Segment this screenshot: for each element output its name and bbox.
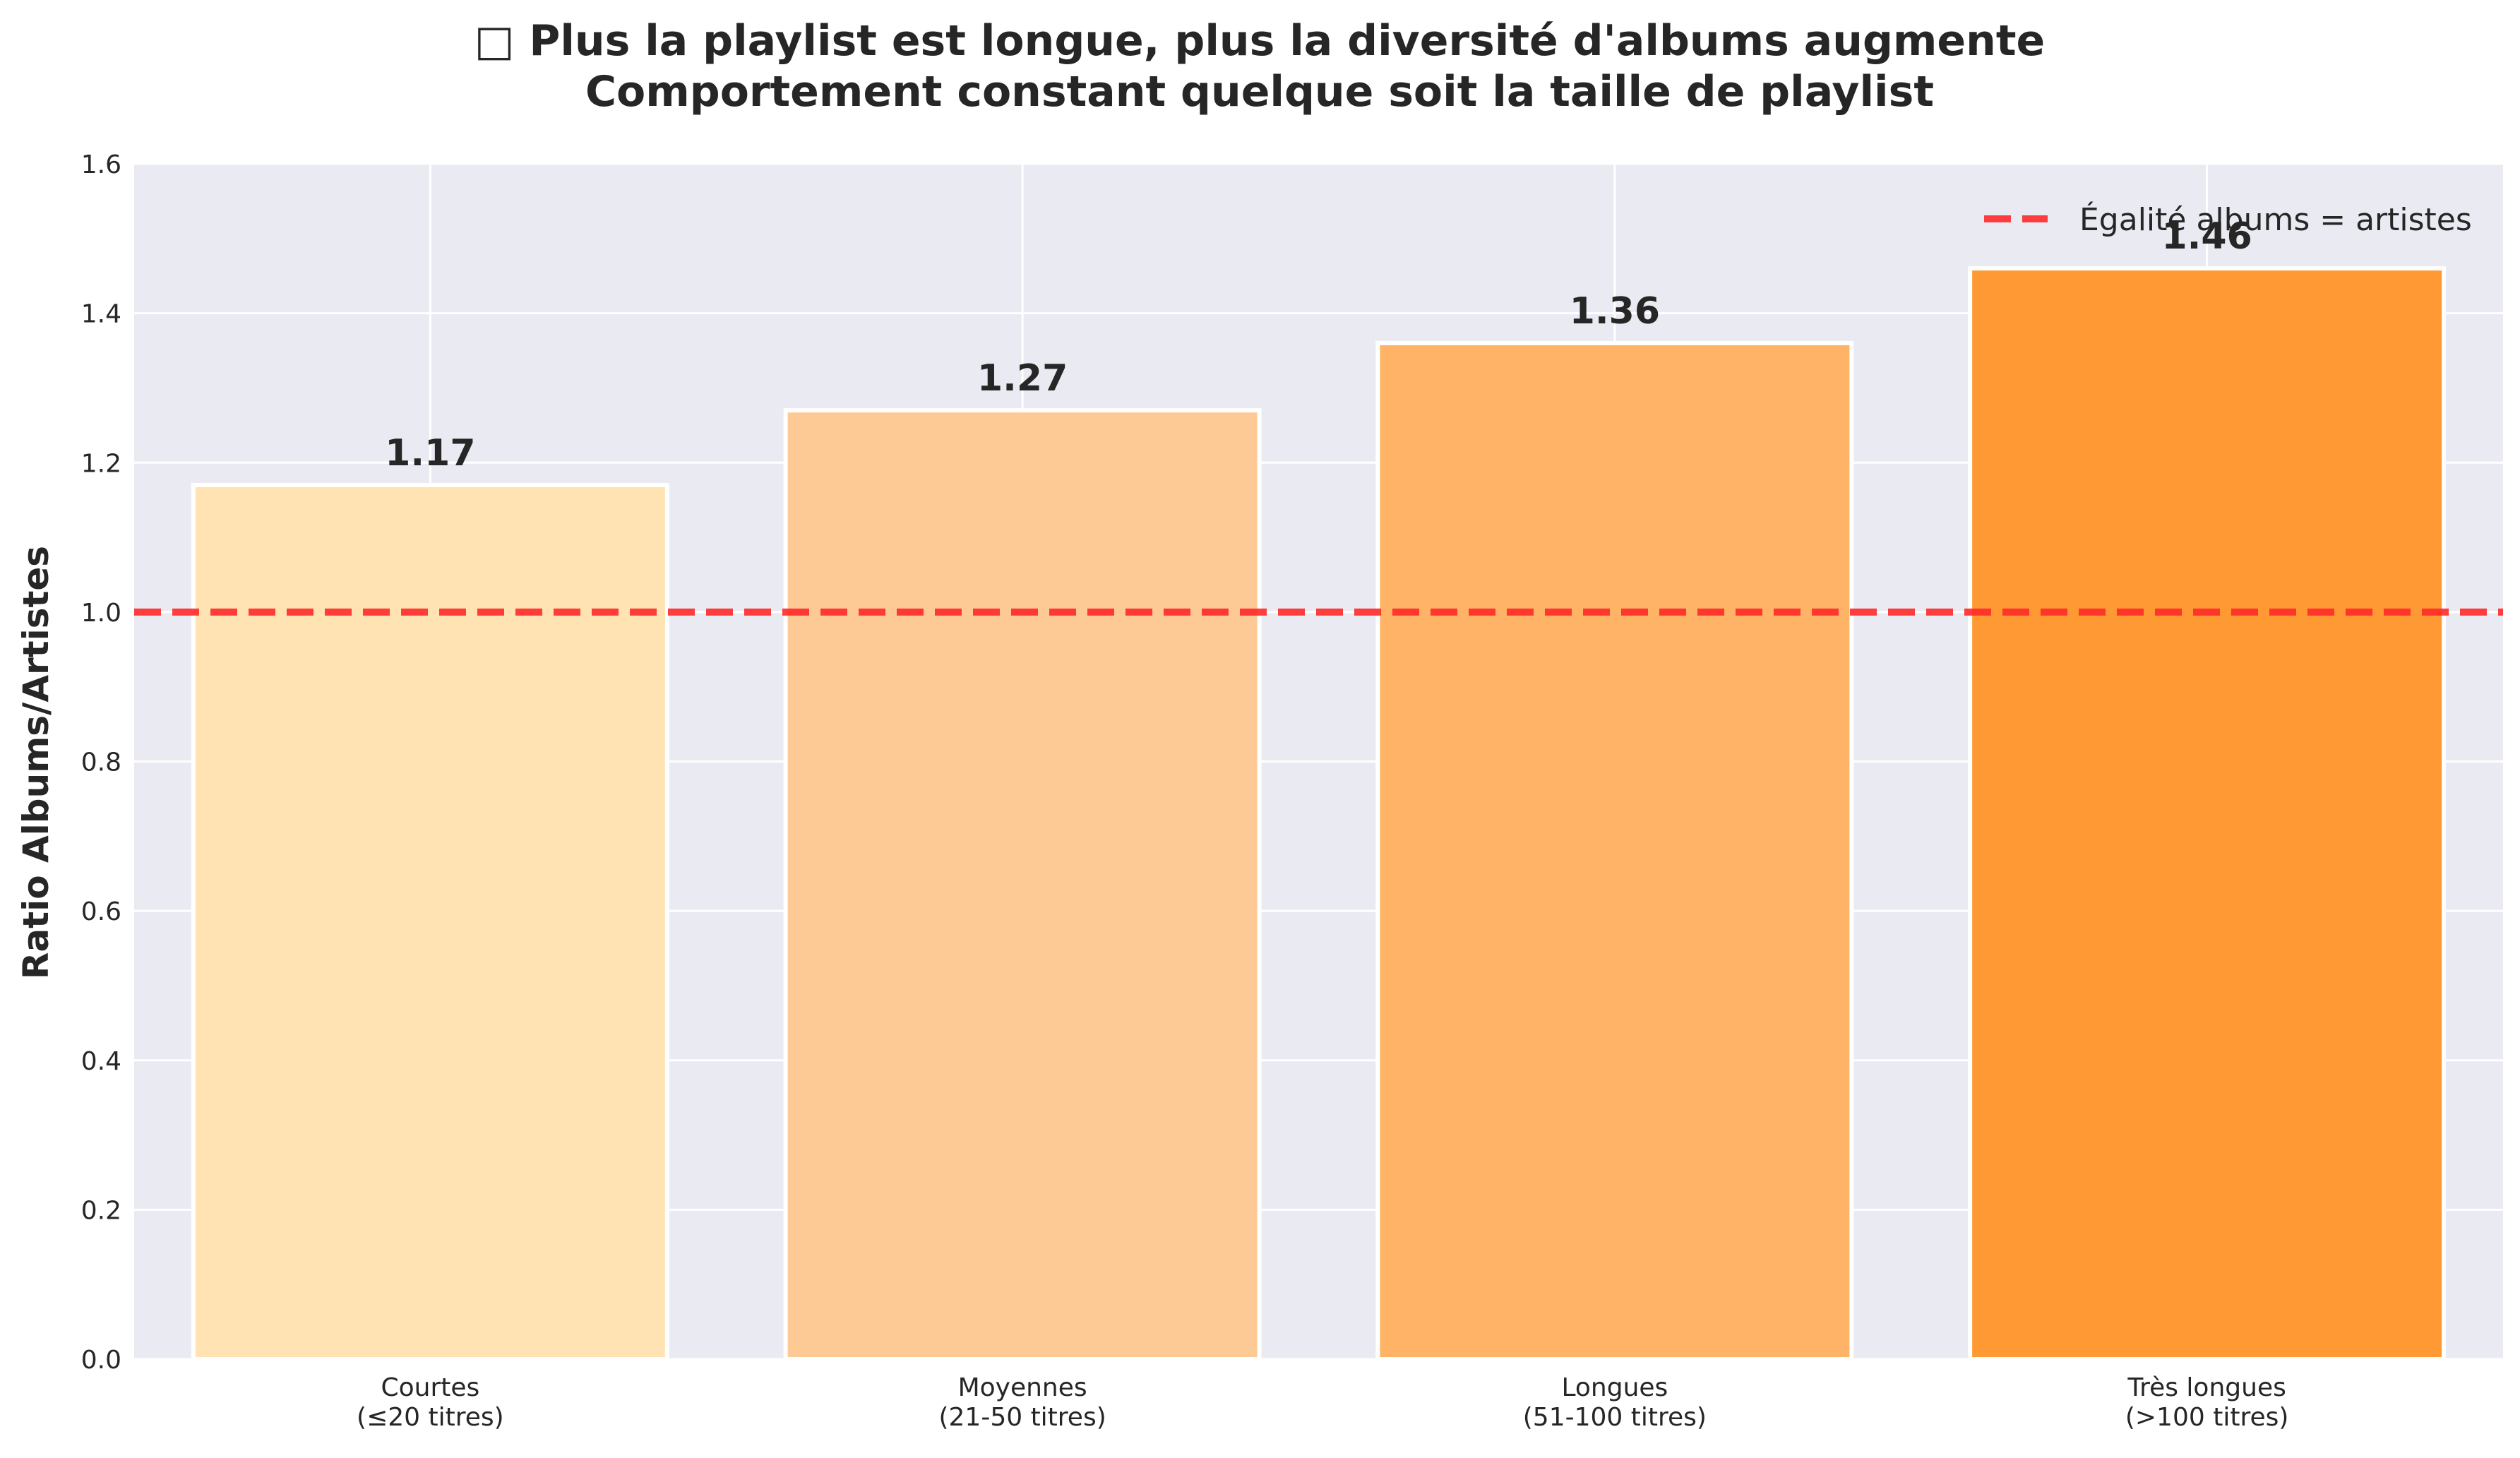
y-tick-label: 0.0	[81, 1346, 121, 1375]
x-tick-label: Courtes (≤20 titres)	[357, 1373, 504, 1432]
y-tick-label: 1.0	[81, 599, 121, 628]
x-tick-label-line: (≤20 titres)	[357, 1403, 504, 1432]
bar-value-label: 1.46	[2161, 215, 2252, 258]
x-tick-label-line: (51-100 titres)	[1523, 1403, 1707, 1432]
y-tick-label: 0.6	[81, 897, 121, 926]
bar	[1375, 340, 1854, 1362]
y-tick-label: 1.2	[81, 449, 121, 478]
y-tick-label: 1.4	[81, 300, 121, 329]
bar	[1968, 266, 2447, 1362]
x-tick-label-line: (>100 titres)	[2125, 1403, 2289, 1432]
y-tick-label: 0.8	[81, 748, 121, 777]
y-tick-label: 0.2	[81, 1196, 121, 1225]
x-tick-label-line: Courtes	[381, 1373, 479, 1402]
bar	[191, 482, 669, 1361]
x-tick-label: Très longues (>100 titres)	[2125, 1373, 2289, 1432]
x-tick-label-line: Moyennes	[958, 1373, 1087, 1402]
x-tick-label-line: Longues	[1561, 1373, 1668, 1402]
chart-title-line1: □ Plus la playlist est longue, plus la d…	[474, 16, 2045, 66]
y-axis-label: Ratio Albums/Artistes	[16, 546, 56, 979]
bar-value-label: 1.36	[1570, 290, 1660, 333]
x-tick-label: Moyennes (21-50 titres)	[938, 1373, 1106, 1432]
bar-value-label: 1.17	[385, 432, 475, 474]
chart-title-line2: Comportement constant quelque soit la ta…	[585, 67, 1934, 116]
x-tick-label-line: (21-50 titres)	[938, 1403, 1106, 1432]
bar	[783, 408, 1262, 1361]
x-tick-label-line: Très longues	[2127, 1373, 2286, 1402]
bar-value-label: 1.27	[977, 357, 1068, 400]
y-tick-label: 1.6	[81, 150, 121, 179]
x-tick-label: Longues (51-100 titres)	[1523, 1373, 1707, 1432]
y-tick-label: 0.4	[81, 1047, 121, 1076]
legend: Égalité albums = artistes	[1984, 201, 2472, 238]
legend-label: Égalité albums = artistes	[2079, 201, 2472, 238]
